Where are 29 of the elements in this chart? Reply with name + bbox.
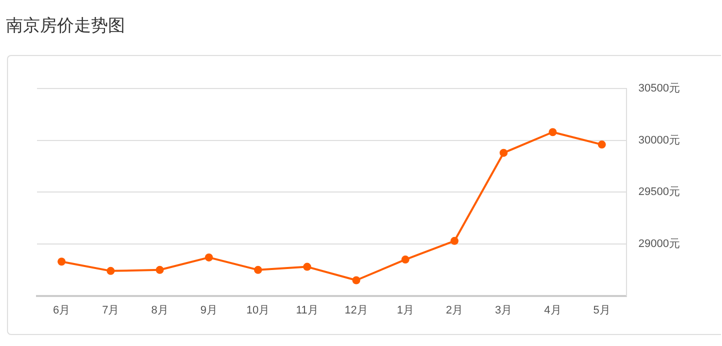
point — [106, 266, 115, 275]
x-tick-label: 3月 — [495, 304, 512, 316]
point — [401, 256, 410, 264]
x-tick-label: 1月 — [396, 304, 414, 316]
x-tick-label: 11月 — [296, 304, 318, 316]
x-tick-label: 2月 — [446, 304, 464, 316]
point — [352, 276, 360, 284]
y-tick-label: 30500元 — [638, 82, 680, 95]
x-tick-label: 9月 — [200, 304, 218, 316]
point — [303, 262, 312, 271]
point — [598, 140, 606, 149]
y-tick-label: 29000元 — [638, 238, 680, 250]
point — [500, 148, 508, 157]
point — [450, 236, 458, 245]
x-tick-label: 6月 — [52, 304, 70, 316]
point — [548, 128, 557, 136]
y-tick-label: 29500元 — [638, 186, 680, 198]
point — [254, 266, 262, 274]
x-tick-label: 8月 — [151, 304, 168, 316]
x-tick-label: 4月 — [544, 304, 562, 316]
x-tick-label: 5月 — [593, 304, 610, 316]
point — [156, 266, 164, 274]
point — [58, 258, 66, 266]
chart-title: 南京房价走势图 — [6, 15, 125, 37]
x-tick-label: 12月 — [344, 304, 368, 316]
x-tick-label: 10月 — [246, 304, 270, 316]
y-tick-label: 30000元 — [638, 134, 680, 146]
point — [204, 253, 213, 262]
x-tick-label: 7月 — [102, 304, 120, 316]
